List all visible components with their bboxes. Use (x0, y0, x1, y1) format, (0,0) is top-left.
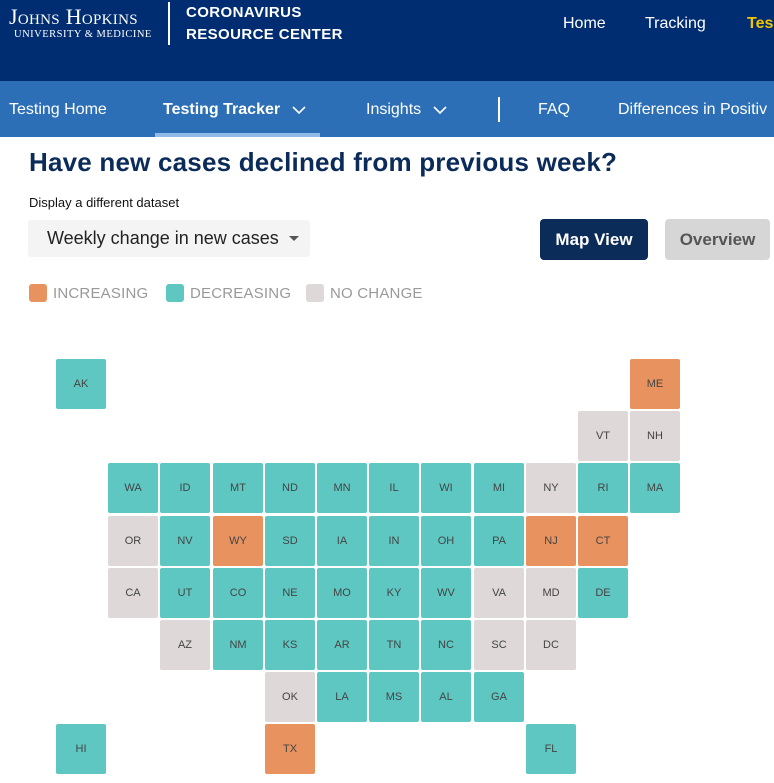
logo-divider (168, 2, 170, 45)
caret-down-icon (289, 236, 299, 241)
subnav-insights[interactable]: Insights (366, 101, 447, 119)
state-tile-il[interactable]: IL (369, 463, 419, 513)
chevron-down-icon (433, 105, 447, 114)
state-tile-nh[interactable]: NH (630, 411, 680, 461)
legend-swatch-increasing (29, 284, 47, 302)
state-tile-in[interactable]: IN (369, 516, 419, 566)
state-tile-vt[interactable]: VT (578, 411, 628, 461)
state-tile-ky[interactable]: KY (369, 568, 419, 618)
subnav-label: Testing Home (9, 101, 107, 118)
state-tile-ga[interactable]: GA (474, 672, 524, 722)
state-tile-ca[interactable]: CA (108, 568, 158, 618)
state-tile-nm[interactable]: NM (213, 620, 263, 670)
state-tile-ia[interactable]: IA (317, 516, 367, 566)
state-tile-az[interactable]: AZ (160, 620, 210, 670)
state-tile-md[interactable]: MD (526, 568, 576, 618)
subnav-label: Testing Tracker (163, 101, 281, 118)
state-tile-nd[interactable]: ND (265, 463, 315, 513)
legend-label: DECREASING (190, 284, 292, 302)
site-header: Johns Hopkins UNIVERSITY & MEDICINE CORO… (0, 0, 774, 81)
state-tile-ne[interactable]: NE (265, 568, 315, 618)
site-title-line-1: CORONAVIRUS (186, 4, 302, 21)
state-tile-or[interactable]: OR (108, 516, 158, 566)
dataset-label: Display a different dataset (29, 195, 180, 210)
state-tile-wi[interactable]: WI (421, 463, 471, 513)
chevron-down-icon (292, 105, 306, 114)
state-tile-ct[interactable]: CT (578, 516, 628, 566)
state-tile-ok[interactable]: OK (265, 672, 315, 722)
legend-no-change: NO CHANGE (306, 283, 423, 303)
state-tile-va[interactable]: VA (474, 568, 524, 618)
site-title[interactable]: CORONAVIRUS RESOURCE CENTER (186, 2, 366, 46)
state-tile-ms[interactable]: MS (369, 672, 419, 722)
state-tile-wv[interactable]: WV (421, 568, 471, 618)
state-tile-ri[interactable]: RI (578, 463, 628, 513)
jhu-logo[interactable]: Johns Hopkins (9, 4, 138, 30)
state-tile-ny[interactable]: NY (526, 463, 576, 513)
legend-swatch-decreasing (166, 284, 184, 302)
legend-swatch-no-change (306, 284, 324, 302)
subnav-differences-in-positivity[interactable]: Differences in Positiv (618, 101, 767, 119)
topnav-tracking[interactable]: Tracking (645, 15, 706, 32)
state-tile-wy[interactable]: WY (213, 516, 263, 566)
state-tile-sc[interactable]: SC (474, 620, 524, 670)
state-tile-de[interactable]: DE (578, 568, 628, 618)
state-tile-dc[interactable]: DC (526, 620, 576, 670)
state-tile-sd[interactable]: SD (265, 516, 315, 566)
subnav-label: Insights (366, 101, 422, 118)
dataset-select[interactable]: Weekly change in new cases (28, 220, 310, 257)
site-title-line-2: RESOURCE CENTER (186, 26, 343, 43)
legend-increasing: INCREASING (29, 283, 148, 303)
overview-button[interactable]: Overview (665, 219, 770, 260)
page-title: Have new cases declined from previous we… (29, 147, 618, 177)
map-view-button[interactable]: Map View (540, 219, 648, 260)
state-tile-nc[interactable]: NC (421, 620, 471, 670)
state-tile-tx[interactable]: TX (265, 724, 315, 774)
state-tile-mi[interactable]: MI (474, 463, 524, 513)
state-tile-fl[interactable]: FL (526, 724, 576, 774)
subnav-testing-tracker[interactable]: Testing Tracker (163, 101, 306, 119)
state-tile-nv[interactable]: NV (160, 516, 210, 566)
state-tile-ma[interactable]: MA (630, 463, 680, 513)
state-tile-ut[interactable]: UT (160, 568, 210, 618)
subnav-faq[interactable]: FAQ (538, 101, 570, 119)
state-tile-mn[interactable]: MN (317, 463, 367, 513)
subnav-testing-home[interactable]: Testing Home (9, 101, 107, 119)
active-tab-indicator (155, 133, 320, 137)
state-tile-ak[interactable]: AK (56, 359, 106, 409)
state-tile-ks[interactable]: KS (265, 620, 315, 670)
subnav-label: FAQ (538, 101, 571, 118)
state-tile-co[interactable]: CO (213, 568, 263, 618)
state-tile-tn[interactable]: TN (369, 620, 419, 670)
subnav-divider (498, 97, 500, 122)
state-tile-id[interactable]: ID (160, 463, 210, 513)
state-tile-oh[interactable]: OH (421, 516, 471, 566)
logo-subtitle: UNIVERSITY & MEDICINE (14, 29, 152, 40)
state-tile-mo[interactable]: MO (317, 568, 367, 618)
state-tile-ar[interactable]: AR (317, 620, 367, 670)
logo-text: Johns Hopkins (9, 4, 138, 29)
state-tile-me[interactable]: ME (630, 359, 680, 409)
state-tile-hi[interactable]: HI (56, 724, 106, 774)
legend-decreasing: DECREASING (166, 283, 291, 303)
topnav-home[interactable]: Home (563, 15, 606, 32)
state-tile-pa[interactable]: PA (474, 516, 524, 566)
legend-label: INCREASING (53, 284, 149, 302)
state-tile-la[interactable]: LA (317, 672, 367, 722)
subnav-label: Differences in Positiv (618, 101, 768, 118)
dataset-select-value: Weekly change in new cases (47, 228, 279, 248)
state-tile-al[interactable]: AL (421, 672, 471, 722)
topnav-testing[interactable]: Tes (747, 15, 774, 32)
legend-label: NO CHANGE (330, 284, 423, 302)
state-tile-nj[interactable]: NJ (526, 516, 576, 566)
state-tile-wa[interactable]: WA (108, 463, 158, 513)
state-tile-mt[interactable]: MT (213, 463, 263, 513)
sub-navigation: Testing Home Testing Tracker Insights FA… (0, 81, 774, 137)
